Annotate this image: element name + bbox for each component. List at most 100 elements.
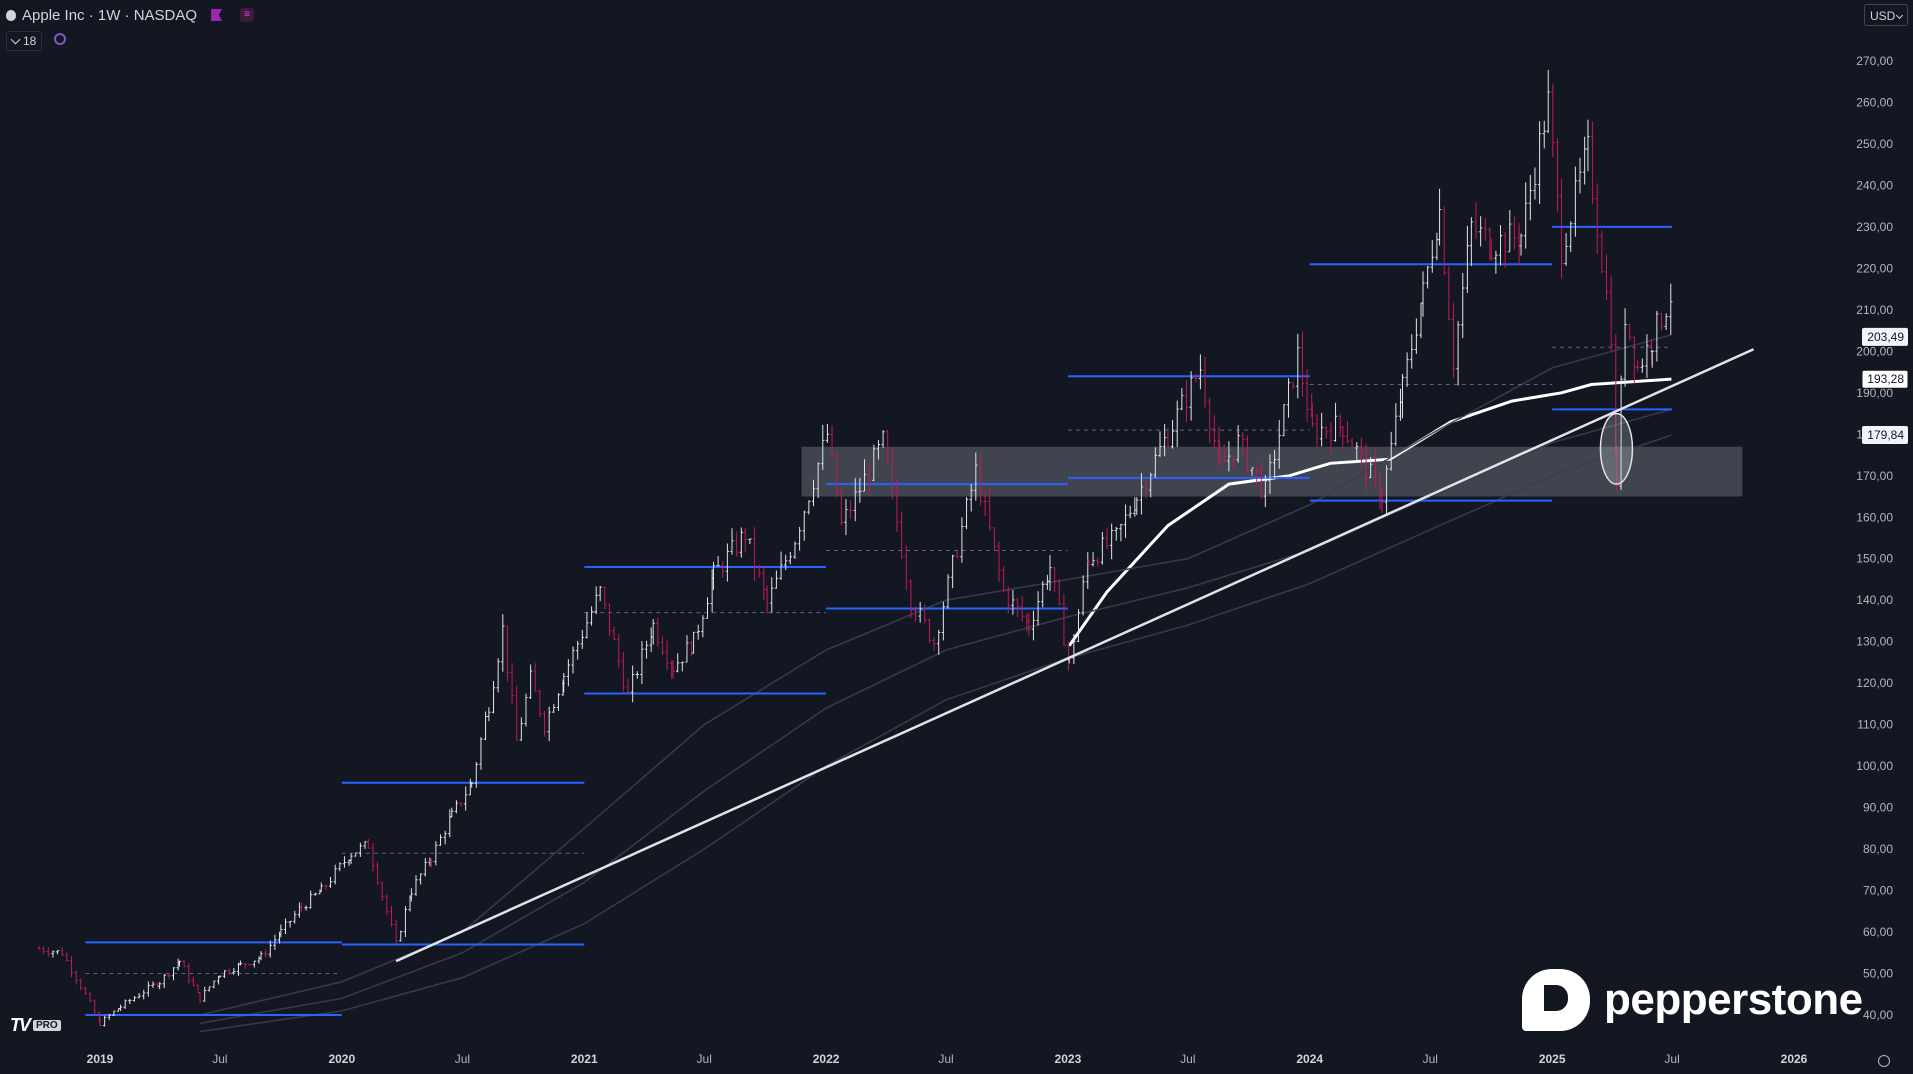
down-candle (1324, 426, 1328, 439)
down-candle (607, 603, 612, 637)
moving-average-line-3 (199, 408, 1672, 1025)
down-candle (923, 604, 927, 624)
down-candle (65, 952, 69, 962)
ascending-trendline (395, 348, 1755, 963)
down-candle (1359, 437, 1363, 468)
down-candle (603, 586, 607, 610)
settings-icon[interactable] (1878, 1055, 1890, 1067)
down-candle (839, 485, 843, 526)
up-candle (1273, 450, 1277, 479)
up-candle (711, 561, 716, 591)
highlight-ellipse (1599, 412, 1634, 485)
down-candle (1300, 331, 1305, 397)
up-candle (1384, 465, 1389, 514)
up-candle (1153, 447, 1157, 478)
up-candle (1320, 412, 1324, 447)
time-axis-year-label: 2022 (813, 1052, 840, 1066)
up-candle (496, 658, 500, 693)
up-candle (1189, 371, 1193, 421)
up-candle (1426, 265, 1430, 289)
up-candle (1250, 467, 1254, 476)
down-candle (1632, 336, 1636, 385)
down-candle (1364, 443, 1368, 492)
down-candle (46, 947, 50, 957)
down-candle (1591, 121, 1595, 205)
up-candle (1081, 575, 1085, 616)
down-candle (626, 678, 630, 694)
down-candle (1255, 467, 1259, 486)
up-candle (566, 659, 570, 687)
down-candle (515, 685, 519, 741)
menu-icon[interactable]: ≡ (240, 8, 255, 22)
down-candle (1600, 230, 1604, 274)
price-tag: 203,49 (1862, 327, 1908, 346)
down-candle (1241, 431, 1245, 455)
up-candle (319, 882, 323, 892)
down-candle (895, 478, 899, 532)
up-candle (434, 841, 438, 866)
up-candle (951, 554, 955, 589)
up-candle (1031, 610, 1036, 641)
time-axis-month-label: Jul (1180, 1052, 1195, 1066)
price-tag: 179,84 (1862, 425, 1908, 444)
sync-icon[interactable] (54, 33, 66, 45)
down-candle (1212, 415, 1216, 450)
up-candle (259, 951, 263, 961)
down-candle (1203, 356, 1207, 408)
price-axis-label: 60,00 (1863, 925, 1893, 939)
down-candle (904, 545, 908, 591)
down-candle (1105, 527, 1109, 550)
up-candle (784, 554, 788, 571)
currency-select[interactable]: USD (1864, 4, 1908, 26)
down-candle (1062, 593, 1066, 646)
price-axis-label: 170,00 (1856, 469, 1893, 483)
up-candle (1277, 420, 1281, 469)
down-candle (1555, 138, 1560, 212)
down-candle (1015, 598, 1020, 618)
up-candle (252, 960, 256, 968)
up-candle (288, 920, 292, 928)
symbol-title[interactable]: Apple Inc · 1W · NASDAQ (22, 6, 198, 24)
time-axis[interactable]: 2019 Jul 2020 Jul 2021 Jul 2022 Jul 2023 Jul 2024 J… (87, 1052, 1808, 1066)
price-tag-box (1861, 369, 1909, 389)
down-candle (1628, 324, 1632, 341)
up-candle (937, 629, 941, 655)
down-candle (900, 511, 904, 559)
down-candle (1218, 440, 1222, 464)
up-candle (1355, 442, 1359, 462)
up-candle (1263, 475, 1267, 507)
up-candle (1091, 552, 1095, 567)
down-candle (617, 634, 621, 668)
up-candle (1369, 457, 1373, 479)
up-candle (1430, 240, 1434, 273)
indicator-toggle-button[interactable]: 18 (6, 31, 43, 51)
up-candle (450, 807, 454, 818)
time-axis-year-label: 2023 (1055, 1052, 1082, 1066)
down-candle (1345, 421, 1350, 444)
up-candle (1180, 388, 1184, 411)
down-candle (42, 946, 46, 955)
up-candle (748, 538, 752, 544)
up-candle (1538, 121, 1542, 204)
price-axis[interactable]: 40,00 50,00 60,00 70,00 80,00 90,00 100,00 110,… (1856, 54, 1893, 1022)
down-candle (1636, 360, 1640, 372)
down-candle (1315, 414, 1319, 448)
up-candle (56, 950, 60, 955)
price-axis-label: 120,00 (1856, 676, 1893, 690)
down-candle (867, 464, 871, 496)
up-candle (716, 556, 720, 567)
up-candle (479, 737, 483, 770)
support-zone-layer (801, 446, 1743, 497)
up-candle (487, 707, 491, 722)
down-candle (1595, 183, 1599, 254)
time-axis-year-label: 2026 (1781, 1052, 1808, 1066)
down-candle (533, 663, 537, 692)
price-axis-label: 240,00 (1856, 178, 1893, 192)
pepperstone-wordmark: pepperstone (1604, 975, 1863, 1024)
down-candle (1053, 567, 1057, 593)
time-axis-month-label: Jul (938, 1052, 953, 1066)
up-candle (293, 910, 297, 924)
up-candle (631, 665, 635, 703)
flag-icon[interactable] (211, 9, 223, 21)
